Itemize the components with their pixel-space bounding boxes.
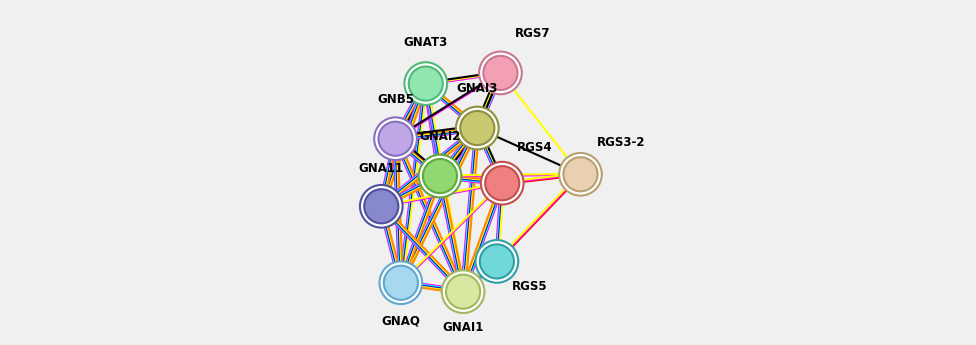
Circle shape bbox=[419, 155, 462, 197]
Circle shape bbox=[384, 266, 418, 300]
Circle shape bbox=[456, 107, 499, 149]
Text: GNAI1: GNAI1 bbox=[442, 322, 484, 334]
Text: RGS3-2: RGS3-2 bbox=[596, 137, 645, 149]
Circle shape bbox=[442, 270, 484, 313]
Circle shape bbox=[374, 117, 417, 160]
Text: GNA11: GNA11 bbox=[359, 162, 404, 176]
Circle shape bbox=[404, 62, 447, 105]
Circle shape bbox=[481, 162, 523, 205]
Circle shape bbox=[483, 56, 517, 90]
Text: RGS4: RGS4 bbox=[516, 141, 552, 154]
Circle shape bbox=[423, 159, 457, 193]
Circle shape bbox=[563, 157, 597, 191]
Circle shape bbox=[446, 275, 480, 309]
Circle shape bbox=[559, 153, 602, 196]
Circle shape bbox=[480, 244, 514, 278]
Circle shape bbox=[479, 51, 522, 94]
Text: GNB5: GNB5 bbox=[377, 93, 414, 106]
Circle shape bbox=[360, 185, 403, 228]
Text: RGS7: RGS7 bbox=[514, 27, 550, 40]
Circle shape bbox=[409, 67, 443, 101]
Circle shape bbox=[379, 122, 413, 156]
Text: RGS5: RGS5 bbox=[512, 280, 548, 293]
Circle shape bbox=[380, 262, 423, 304]
Text: GNAQ: GNAQ bbox=[382, 314, 421, 327]
Circle shape bbox=[485, 166, 519, 200]
Circle shape bbox=[461, 111, 495, 145]
Circle shape bbox=[475, 240, 518, 283]
Circle shape bbox=[364, 189, 398, 223]
Text: GNAT3: GNAT3 bbox=[404, 36, 448, 49]
Text: GNAI3: GNAI3 bbox=[457, 82, 498, 96]
Text: GNAI2: GNAI2 bbox=[420, 130, 461, 144]
